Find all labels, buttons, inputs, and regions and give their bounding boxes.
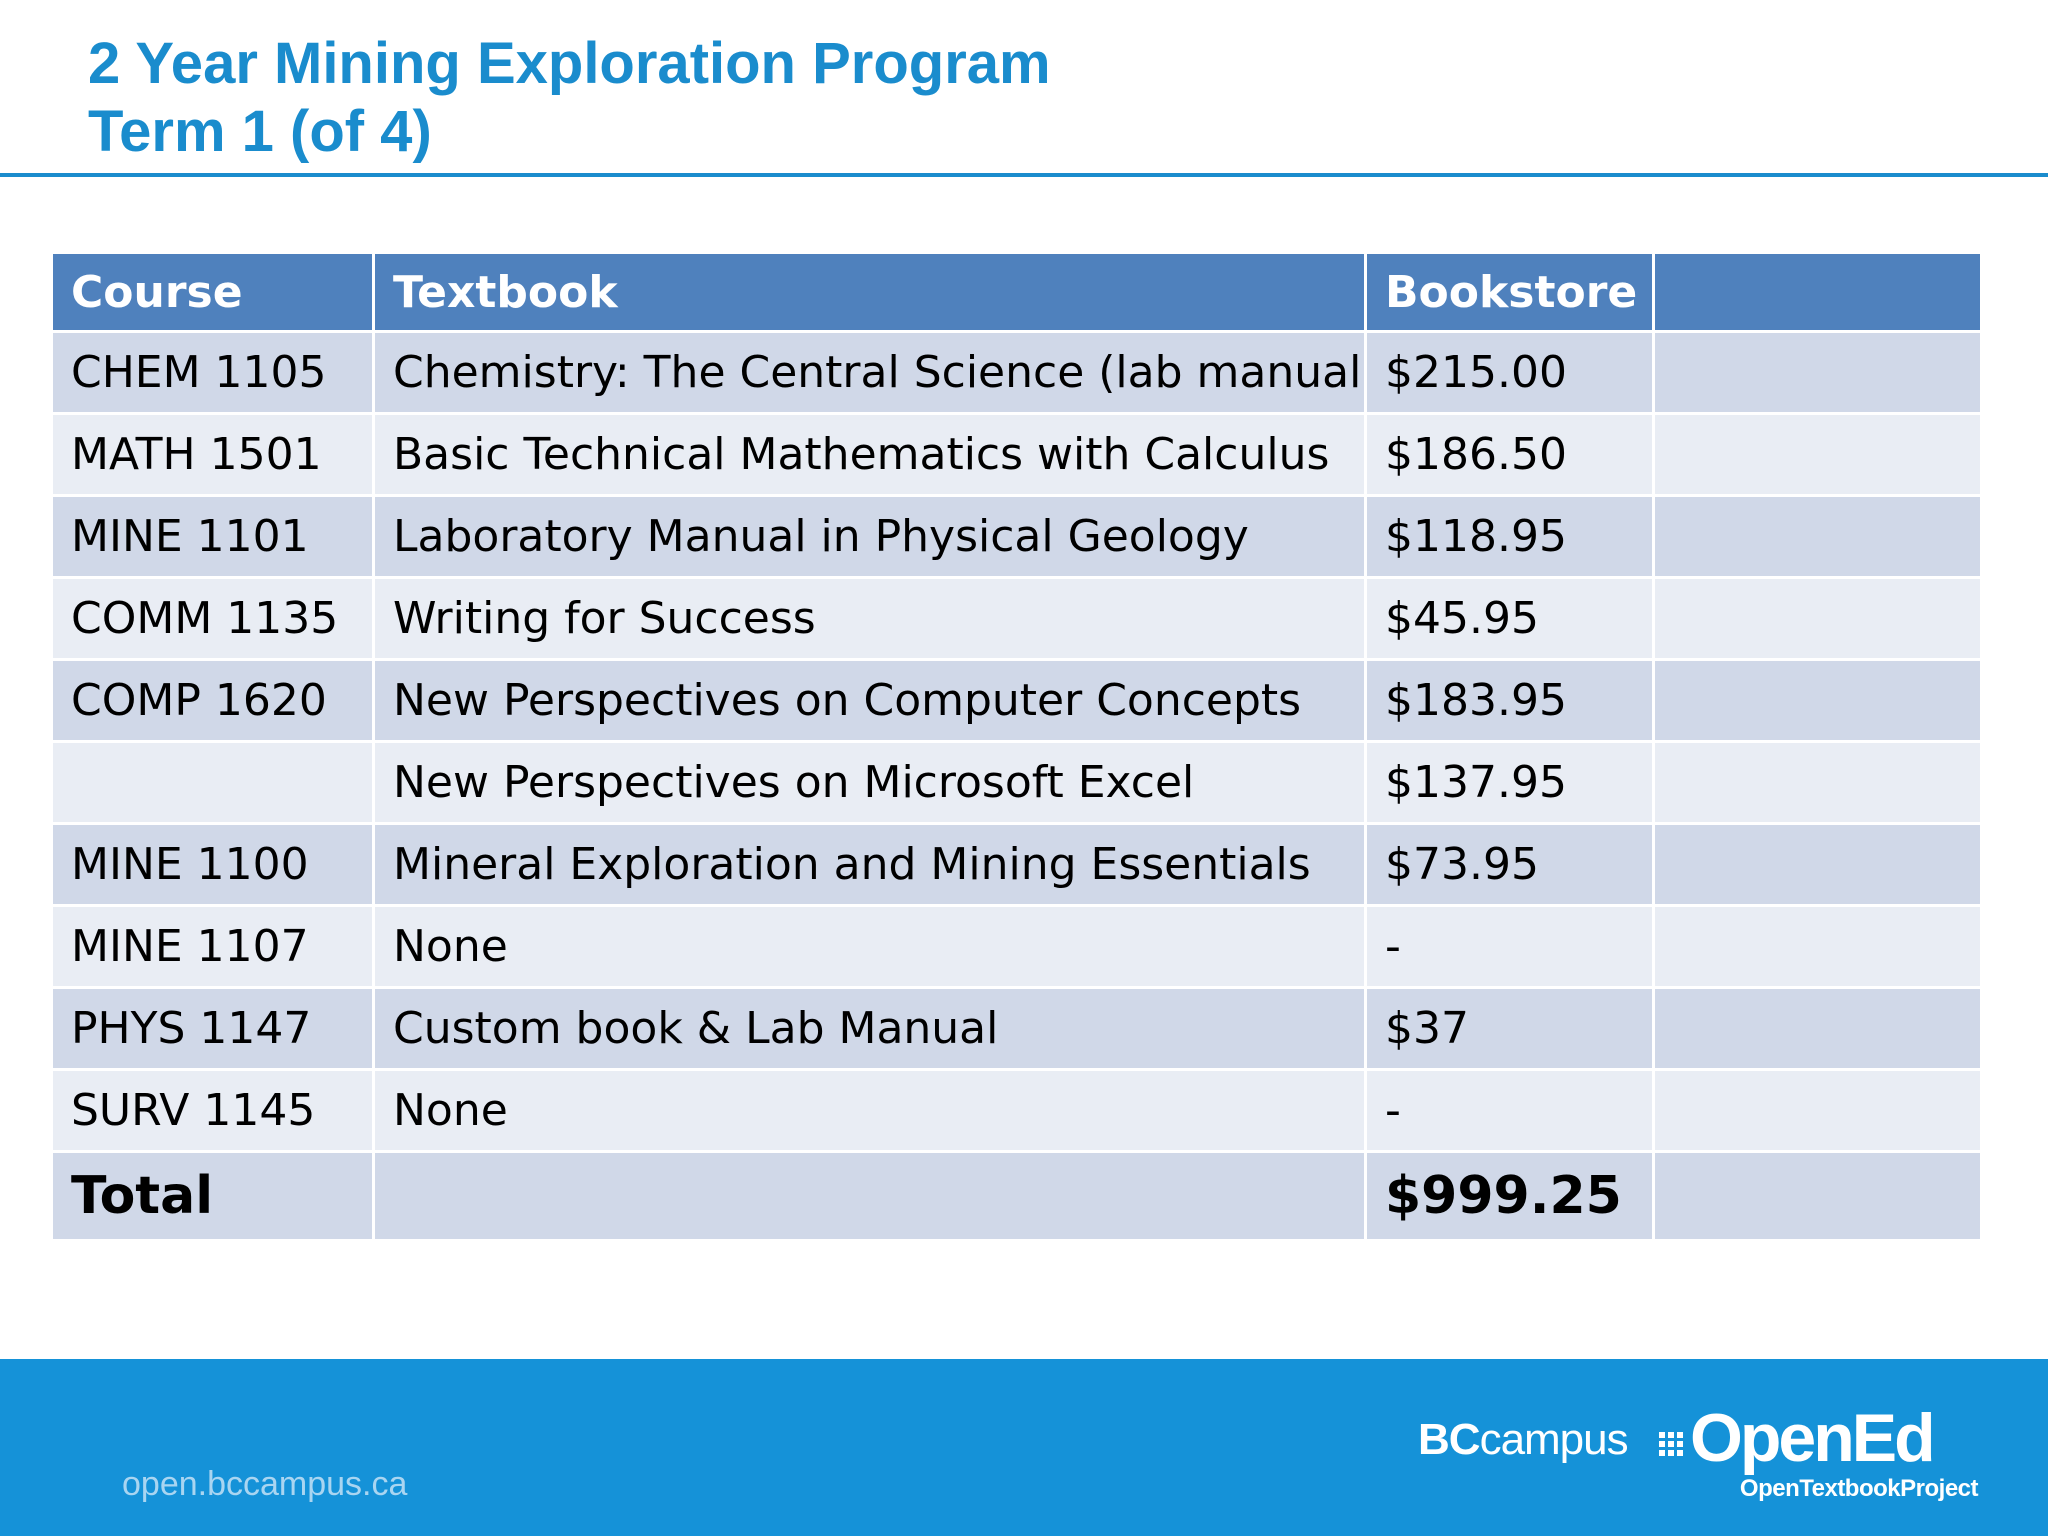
total-label: Total	[50, 1150, 375, 1242]
cell-textbook: Mineral Exploration and Mining Essential…	[372, 822, 1367, 907]
slide-title: 2 Year Mining Exploration Program Term 1…	[88, 30, 1051, 166]
footer-bar: open.bccampus.ca BCcampus OpenEd OpenTex…	[0, 1359, 2048, 1536]
cell-course: MATH 1501	[50, 412, 375, 497]
cell-blank	[1652, 822, 1983, 907]
cell-course	[50, 740, 375, 825]
cell-textbook: Basic Technical Mathematics with Calculu…	[372, 412, 1367, 497]
logo-opened: OpenEd	[1690, 1400, 1936, 1476]
header-course: Course	[50, 251, 375, 333]
total-row: Total $999.25	[50, 1150, 1983, 1242]
cell-price: -	[1364, 904, 1655, 989]
logo-bccampus: BCcampus	[1418, 1415, 1629, 1464]
cell-blank	[1652, 494, 1983, 579]
cell-blank	[1652, 904, 1983, 989]
cell-textbook: New Perspectives on Computer Concepts	[372, 658, 1367, 743]
cell-textbook: Custom book & Lab Manual	[372, 986, 1367, 1071]
cell-textbook: Chemistry: The Central Science (lab manu…	[372, 330, 1367, 415]
cell-course: CHEM 1105	[50, 330, 375, 415]
bccampus-opened-logo: BCcampus OpenEd OpenTextbookProject	[1418, 1400, 1979, 1515]
cell-price: $215.00	[1364, 330, 1655, 415]
logo-open-textbook-project: OpenTextbookProject	[1739, 1475, 1979, 1502]
cell-course: MINE 1100	[50, 822, 375, 907]
cell-blank	[1652, 658, 1983, 743]
cell-blank	[1652, 986, 1983, 1071]
cell-textbook: Writing for Success	[372, 576, 1367, 661]
total-blank	[1652, 1150, 1983, 1242]
cell-blank	[1652, 412, 1983, 497]
cell-course: MINE 1101	[50, 494, 375, 579]
cell-course: MINE 1107	[50, 904, 375, 989]
cell-price: $73.95	[1364, 822, 1655, 907]
cell-course: SURV 1145	[50, 1068, 375, 1153]
table-row: MATH 1501 Basic Technical Mathematics wi…	[50, 412, 1983, 497]
cell-blank	[1652, 330, 1983, 415]
header-textbook: Textbook	[372, 251, 1367, 333]
cell-blank	[1652, 576, 1983, 661]
cell-textbook: Laboratory Manual in Physical Geology	[372, 494, 1367, 579]
cell-price: $186.50	[1364, 412, 1655, 497]
table-row: PHYS 1147 Custom book & Lab Manual $37	[50, 986, 1983, 1071]
title-line-1: 2 Year Mining Exploration Program	[88, 31, 1051, 96]
cell-textbook: None	[372, 1068, 1367, 1153]
table-row: MINE 1101 Laboratory Manual in Physical …	[50, 494, 1983, 579]
cell-course: PHYS 1147	[50, 986, 375, 1071]
cell-course: COMM 1135	[50, 576, 375, 661]
cell-price: $118.95	[1364, 494, 1655, 579]
header-blank	[1652, 251, 1983, 333]
table-row: COMM 1135 Writing for Success $45.95	[50, 576, 1983, 661]
cell-price: -	[1364, 1068, 1655, 1153]
table-row: COMP 1620 New Perspectives on Computer C…	[50, 658, 1983, 743]
title-line-2: Term 1 (of 4)	[88, 99, 432, 164]
table-row: SURV 1145 None -	[50, 1068, 1983, 1153]
cell-textbook: New Perspectives on Microsoft Excel	[372, 740, 1367, 825]
total-textbook-blank	[372, 1150, 1367, 1242]
table-row: CHEM 1105 Chemistry: The Central Science…	[50, 330, 1983, 415]
table-row: New Perspectives on Microsoft Excel $137…	[50, 740, 1983, 825]
textbook-cost-table: Course Textbook Bookstore CHEM 1105 Chem…	[50, 251, 1983, 1242]
title-divider	[0, 173, 2048, 177]
cell-course: COMP 1620	[50, 658, 375, 743]
cell-price: $137.95	[1364, 740, 1655, 825]
total-price: $999.25	[1364, 1150, 1655, 1242]
header-bookstore: Bookstore	[1364, 251, 1655, 333]
cell-price: $45.95	[1364, 576, 1655, 661]
cell-price: $37	[1364, 986, 1655, 1071]
table-row: MINE 1100 Mineral Exploration and Mining…	[50, 822, 1983, 907]
cell-blank	[1652, 1068, 1983, 1153]
cell-blank	[1652, 740, 1983, 825]
cell-textbook: None	[372, 904, 1367, 989]
cell-price: $183.95	[1364, 658, 1655, 743]
table-header-row: Course Textbook Bookstore	[50, 251, 1983, 333]
footer-url: open.bccampus.ca	[122, 1465, 408, 1503]
dot-grid-icon	[1659, 1432, 1683, 1456]
table-row: MINE 1107 None -	[50, 904, 1983, 989]
